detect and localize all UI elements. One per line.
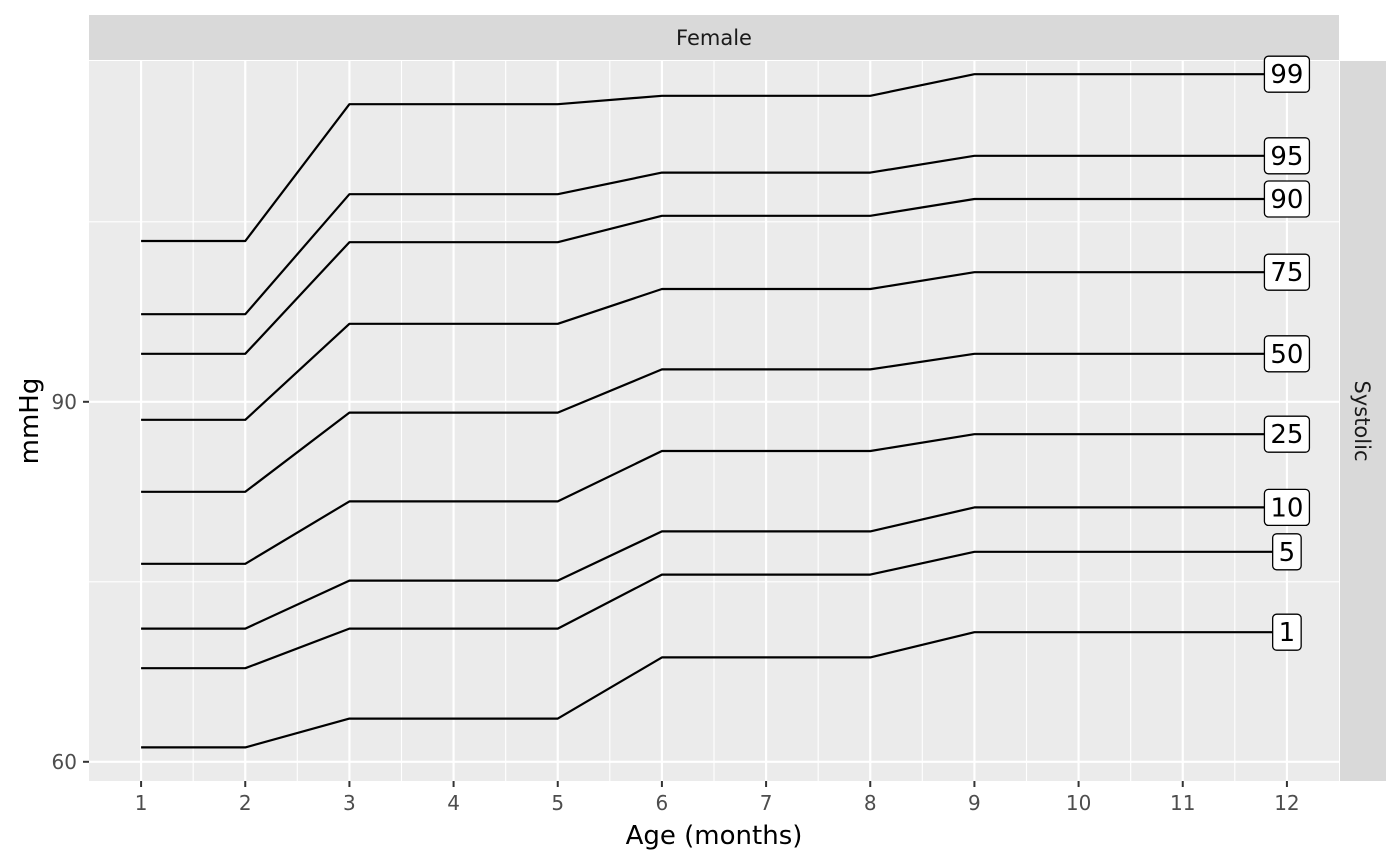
series-line-p75 [141,271,1287,421]
series-label-text: 75 [1270,258,1303,288]
facet-strip-top [89,15,1339,60]
series-label-p95: 95 [1263,137,1311,175]
series-lines [141,73,1287,749]
series-label-p99: 99 [1263,55,1311,93]
series-label-box [1263,55,1311,93]
series-label-p50: 50 [1263,335,1311,373]
x-tick-label: 2 [239,791,252,815]
x-tick-label: 1 [135,791,148,815]
x-tick-label: 12 [1274,791,1299,815]
series-label-text: 10 [1270,493,1303,523]
series-label-box [1263,335,1311,373]
series-label-p10: 10 [1263,488,1311,527]
series-label-p5: 5 [1272,533,1302,571]
x-tick-label: 7 [760,791,773,815]
grid-minor [89,61,1339,781]
series-label-p25: 25 [1263,415,1311,453]
x-axis-title: Age (months) [626,821,803,851]
y-tick-label: 90 [52,390,77,414]
x-axis: 1 2 3 4 5 6 7 8 9 10 11 12 [135,781,1300,815]
series-line-p95 [141,154,1287,316]
series-line-p1 [141,631,1287,749]
series-label-p75: 75 [1263,253,1311,291]
series-label-text: 95 [1270,142,1303,172]
x-tick-label: 8 [864,791,877,815]
series-line-p5 [141,550,1287,670]
series-label-box [1263,137,1311,175]
x-tick-label: 3 [343,791,356,815]
series-line-p50 [141,352,1287,493]
series-label-box [1272,533,1302,571]
y-axis-title: mmHg [15,378,45,465]
x-tick-label: 11 [1170,791,1195,815]
series-label-p1: 1 [1272,613,1302,651]
facet-label-systolic: Systolic [1350,381,1374,462]
series-label-box [1263,180,1311,218]
series-label-text: 90 [1270,185,1303,215]
series-label-box [1263,415,1311,453]
x-tick-label: 4 [447,791,460,815]
x-tick-label: 10 [1066,791,1091,815]
series-line-p90 [141,197,1287,355]
series-label-text: 1 [1279,618,1296,648]
x-tick-label: 6 [656,791,669,815]
series-label-box [1263,253,1311,291]
series-label-box [1263,488,1311,527]
x-tick-label: 9 [968,791,981,815]
series-line-p99 [141,73,1287,243]
y-tick-label: 60 [52,750,77,774]
facet-strip-right [1340,61,1386,781]
y-axis: 60 90 [52,390,89,774]
series-label-box [1272,613,1302,651]
series-label-p90: 90 [1263,180,1311,218]
series-line-p25 [141,433,1287,565]
facet-label-female: Female [676,26,752,50]
series-label-text: 5 [1279,538,1296,568]
series-label-text: 99 [1270,60,1303,90]
series-line-p10 [141,506,1287,630]
series-label-text: 25 [1270,420,1303,450]
series-labels: 1 5 10 25 50 75 90 95 99 [1263,55,1311,651]
x-tick-label: 5 [551,791,564,815]
series-label-text: 50 [1270,340,1303,370]
